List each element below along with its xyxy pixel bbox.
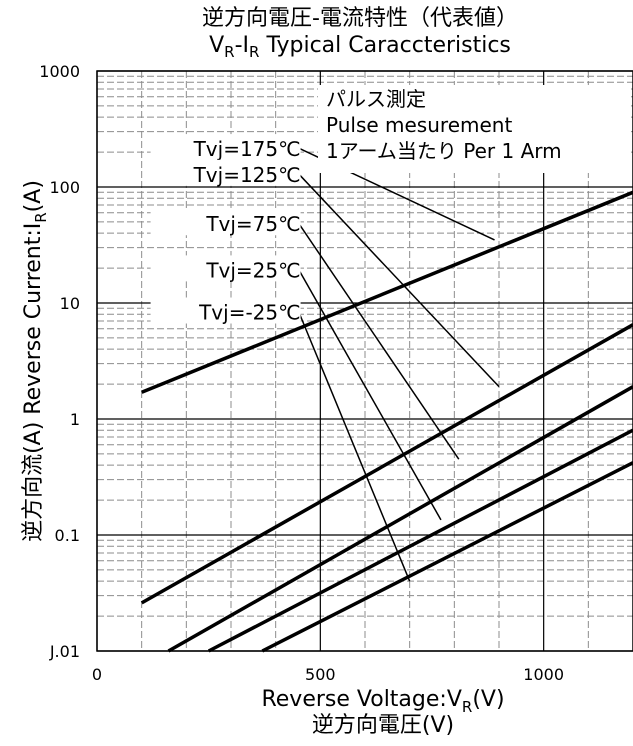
series-label-bg	[150, 209, 301, 236]
series-label: Tvj=25℃	[205, 258, 300, 282]
leader-line	[298, 173, 500, 388]
series-label-bg	[150, 159, 301, 186]
y-tick-label: J.01	[49, 642, 80, 661]
series-label-bg	[150, 255, 301, 282]
x-tick-labels: 0 500 1000	[92, 665, 564, 684]
chart-title-line1: 逆方向電圧-電流特性（代表値）	[202, 6, 518, 31]
y-axis-label: 逆方向流(A) Reverse Current:IR(A)	[21, 180, 50, 542]
plot-area-frame	[96, 70, 633, 652]
series-label-bg	[150, 134, 301, 161]
leader-lines	[297, 147, 500, 582]
series-line	[141, 190, 633, 394]
leader-line	[297, 269, 442, 521]
chart-title-line2: VR-IR Typical Caraccteristics	[209, 33, 511, 61]
annotation-line-3: 1アーム当たり Per 1 Arm	[326, 139, 562, 163]
series-line	[140, 323, 633, 605]
annotation-box	[318, 85, 631, 173]
annotation-line-1: パルス測定	[326, 87, 426, 111]
series-label-bg	[150, 297, 301, 324]
y-tick-labels: J.01 0.1 1 10 100 1000	[39, 62, 80, 661]
series-label: Tvj=175℃	[193, 137, 301, 161]
x-axis-label-line1: Reverse Voltage:VR(V)	[261, 687, 504, 716]
series-line	[207, 428, 633, 653]
leader-line	[297, 222, 460, 460]
x-tick-label: 500	[305, 665, 336, 684]
y-tick-label: 1	[70, 410, 80, 429]
x-tick-label: 0	[92, 665, 102, 684]
leader-line	[297, 311, 411, 582]
x-axis-label-line2: 逆方向電圧(V)	[312, 713, 454, 738]
y-tick-label: 0.1	[55, 526, 80, 545]
series-line	[261, 461, 633, 653]
series-label: Tvj=-25℃	[198, 301, 301, 325]
series-lines	[140, 190, 633, 653]
y-tick-label: 10	[60, 294, 80, 313]
y-tick-label: 1000	[39, 62, 80, 81]
y-tick-label: 100	[49, 178, 80, 197]
x-tick-label: 1000	[523, 665, 564, 684]
series-label: Tvj=75℃	[205, 212, 300, 236]
series-line	[167, 385, 633, 653]
series-label: Tvj=125℃	[193, 163, 301, 187]
annotation-line-2: Pulse mesurement	[326, 113, 512, 137]
